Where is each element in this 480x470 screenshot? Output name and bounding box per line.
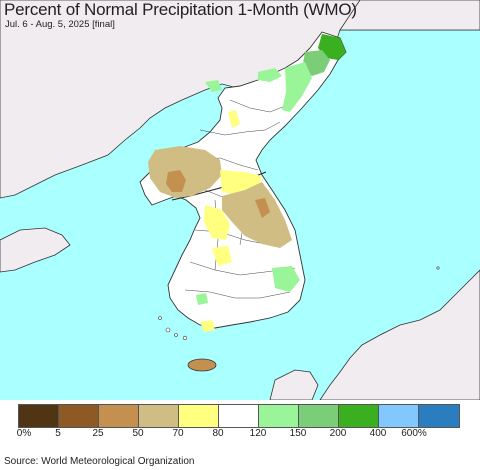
legend-swatch-1: [59, 405, 99, 427]
russia-coast: [339, 0, 480, 31]
brown-east-core: [255, 198, 270, 218]
legend-swatch-10: [419, 405, 459, 427]
green-south-patch: [196, 293, 208, 305]
map-subtitle: Jul. 6 - Aug. 5, 2025 [final]: [5, 19, 115, 30]
legend-swatch-0: [19, 405, 59, 427]
legend-swatch-4: [179, 405, 219, 427]
green-ne-light: [282, 62, 312, 112]
legend-swatch-7: [299, 405, 339, 427]
legend-swatch-8: [339, 405, 379, 427]
legend-label-3: 50: [132, 428, 144, 439]
green-southeast: [272, 266, 300, 292]
islands: [158, 266, 440, 341]
jeju-island: [187, 358, 217, 372]
map-title: Percent of Normal Precipitation 1-Month …: [4, 0, 357, 19]
china-shandong: [0, 227, 71, 273]
legend-swatch-5: [219, 405, 259, 427]
japan-kyushu: [269, 369, 319, 400]
legend-swatch-9: [379, 405, 419, 427]
legend-label-9: 400: [369, 428, 387, 439]
legend-swatch-2: [99, 405, 139, 427]
legend-label-8: 200: [329, 428, 347, 439]
legend-label-2: 25: [92, 428, 104, 439]
legend-label-4: 70: [172, 428, 184, 439]
tan-east: [222, 182, 292, 248]
japan-honshu: [319, 269, 480, 400]
legend-label-7: 150: [289, 428, 307, 439]
legend-label-1: 5: [55, 428, 61, 439]
legend-colorbar: [18, 404, 460, 428]
green-ne-dark: [318, 34, 346, 60]
green-ne-mid: [302, 50, 330, 76]
tan-west: [148, 146, 222, 198]
green-ne-patch: [258, 68, 282, 82]
legend-label-5: 80: [212, 428, 224, 439]
legend-label-10: 600%: [401, 428, 427, 439]
legend-label-6: 120: [249, 428, 267, 439]
source-credit: Source: World Meteorological Organizatio…: [4, 456, 195, 467]
green-north-patch: [205, 80, 222, 92]
yellow-southwest: [204, 205, 230, 240]
brown-core: [166, 170, 186, 192]
legend-label-0: 0%: [16, 428, 32, 439]
yellow-north-patch: [228, 110, 240, 128]
yellow-south-coast: [200, 320, 215, 332]
yellow-south-patch: [212, 246, 232, 266]
legend-swatch-6: [259, 405, 299, 427]
precipitation-map: [0, 0, 480, 400]
legend-labels: 0% 5 25 50 70 80 120 150 200 400 600%: [0, 428, 480, 442]
legend-swatch-3: [139, 405, 179, 427]
